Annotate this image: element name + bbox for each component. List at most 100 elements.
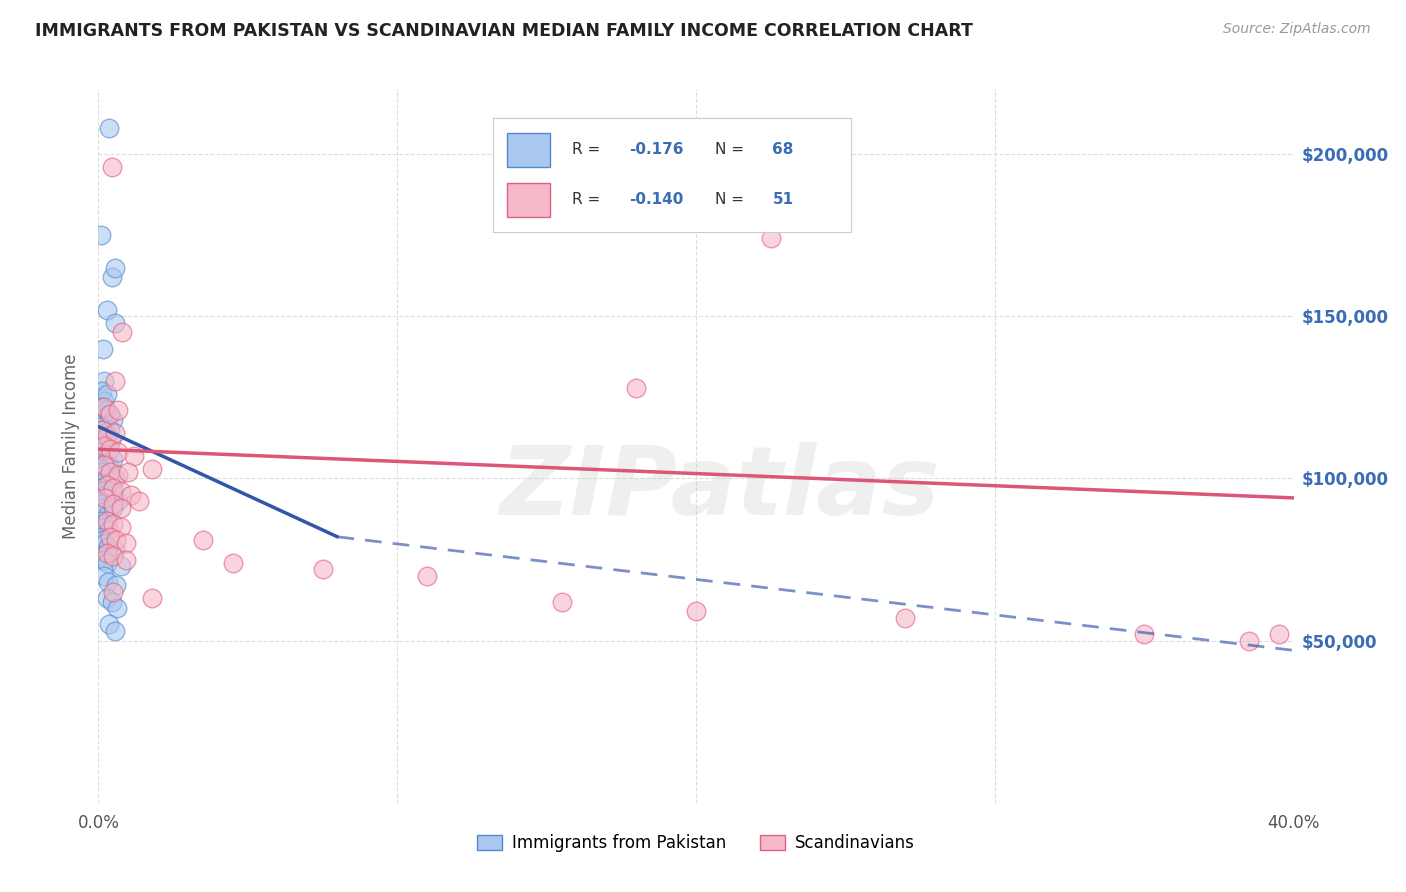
- Immigrants from Pakistan: [104, 542, 127, 557]
- Immigrants from Pakistan: [91, 384, 114, 398]
- Immigrants from Pakistan: [93, 552, 115, 566]
- Scandinavians: [98, 465, 121, 479]
- Scandinavians: [626, 381, 648, 395]
- Y-axis label: Median Family Income: Median Family Income: [62, 353, 80, 539]
- Legend: Immigrants from Pakistan, Scandinavians: Immigrants from Pakistan, Scandinavians: [471, 828, 921, 859]
- Immigrants from Pakistan: [94, 504, 117, 518]
- Immigrants from Pakistan: [110, 559, 132, 574]
- Immigrants from Pakistan: [97, 407, 120, 421]
- Scandinavians: [101, 481, 124, 495]
- Immigrants from Pakistan: [91, 500, 114, 515]
- Immigrants from Pakistan: [93, 452, 115, 467]
- Scandinavians: [96, 514, 118, 528]
- Immigrants from Pakistan: [93, 429, 115, 443]
- Immigrants from Pakistan: [97, 540, 120, 554]
- Immigrants from Pakistan: [90, 228, 112, 243]
- Immigrants from Pakistan: [101, 413, 124, 427]
- Scandinavians: [107, 403, 129, 417]
- Scandinavians: [104, 425, 127, 440]
- Scandinavians: [107, 468, 129, 483]
- Scandinavians: [222, 556, 245, 570]
- Immigrants from Pakistan: [98, 423, 121, 437]
- Scandinavians: [94, 491, 117, 505]
- Immigrants from Pakistan: [90, 461, 112, 475]
- Immigrants from Pakistan: [91, 465, 114, 479]
- Immigrants from Pakistan: [104, 260, 127, 275]
- Immigrants from Pakistan: [100, 433, 122, 447]
- Scandinavians: [101, 549, 124, 564]
- Scandinavians: [117, 465, 139, 479]
- Scandinavians: [110, 520, 132, 534]
- Scandinavians: [93, 458, 115, 473]
- Immigrants from Pakistan: [101, 270, 124, 285]
- Immigrants from Pakistan: [93, 468, 115, 483]
- Immigrants from Pakistan: [90, 400, 112, 414]
- Immigrants from Pakistan: [91, 533, 114, 547]
- Immigrants from Pakistan: [90, 433, 112, 447]
- Scandinavians: [98, 442, 121, 457]
- Scandinavians: [550, 595, 572, 609]
- Immigrants from Pakistan: [94, 520, 117, 534]
- Scandinavians: [96, 546, 118, 560]
- Immigrants from Pakistan: [101, 595, 124, 609]
- Scandinavians: [96, 478, 118, 492]
- Scandinavians: [1133, 627, 1156, 641]
- Immigrants from Pakistan: [96, 387, 118, 401]
- Immigrants from Pakistan: [91, 449, 114, 463]
- Scandinavians: [91, 423, 114, 437]
- Scandinavians: [115, 536, 138, 550]
- Text: IMMIGRANTS FROM PAKISTAN VS SCANDINAVIAN MEDIAN FAMILY INCOME CORRELATION CHART: IMMIGRANTS FROM PAKISTAN VS SCANDINAVIAN…: [35, 22, 973, 40]
- Immigrants from Pakistan: [90, 530, 112, 544]
- Scandinavians: [416, 568, 439, 582]
- Scandinavians: [128, 494, 150, 508]
- Immigrants from Pakistan: [97, 121, 120, 136]
- Immigrants from Pakistan: [91, 516, 114, 531]
- Immigrants from Pakistan: [94, 488, 117, 502]
- Scandinavians: [107, 445, 129, 459]
- Scandinavians: [93, 439, 115, 453]
- Immigrants from Pakistan: [98, 475, 121, 489]
- Scandinavians: [120, 488, 142, 502]
- Immigrants from Pakistan: [96, 302, 118, 317]
- Scandinavians: [124, 449, 146, 463]
- Scandinavians: [93, 400, 115, 414]
- Immigrants from Pakistan: [90, 419, 112, 434]
- Immigrants from Pakistan: [91, 435, 114, 450]
- Immigrants from Pakistan: [91, 423, 114, 437]
- Immigrants from Pakistan: [93, 568, 115, 582]
- Immigrants from Pakistan: [91, 342, 114, 356]
- Immigrants from Pakistan: [104, 471, 127, 485]
- Immigrants from Pakistan: [94, 455, 117, 469]
- Immigrants from Pakistan: [105, 601, 128, 615]
- Scandinavians: [141, 591, 163, 606]
- Scandinavians: [894, 611, 917, 625]
- Immigrants from Pakistan: [91, 407, 114, 421]
- Immigrants from Pakistan: [104, 624, 127, 638]
- Immigrants from Pakistan: [90, 549, 112, 564]
- Scandinavians: [101, 585, 124, 599]
- Immigrants from Pakistan: [90, 481, 112, 495]
- Immigrants from Pakistan: [96, 591, 118, 606]
- Immigrants from Pakistan: [97, 575, 120, 590]
- Immigrants from Pakistan: [94, 403, 117, 417]
- Scandinavians: [110, 484, 132, 499]
- Scandinavians: [191, 533, 214, 547]
- Immigrants from Pakistan: [97, 458, 120, 473]
- Scandinavians: [1267, 627, 1289, 641]
- Scandinavians: [104, 374, 127, 388]
- Scandinavians: [101, 497, 124, 511]
- Immigrants from Pakistan: [104, 316, 127, 330]
- Scandinavians: [110, 500, 132, 515]
- Immigrants from Pakistan: [101, 484, 124, 499]
- Text: Source: ZipAtlas.com: Source: ZipAtlas.com: [1223, 22, 1371, 37]
- Immigrants from Pakistan: [97, 617, 120, 632]
- Scandinavians: [311, 562, 333, 576]
- Immigrants from Pakistan: [105, 578, 128, 592]
- Immigrants from Pakistan: [107, 494, 129, 508]
- Scandinavians: [685, 604, 707, 618]
- Immigrants from Pakistan: [101, 500, 124, 515]
- Scandinavians: [101, 516, 124, 531]
- Scandinavians: [96, 429, 118, 443]
- Immigrants from Pakistan: [93, 393, 115, 408]
- Scandinavians: [101, 160, 124, 174]
